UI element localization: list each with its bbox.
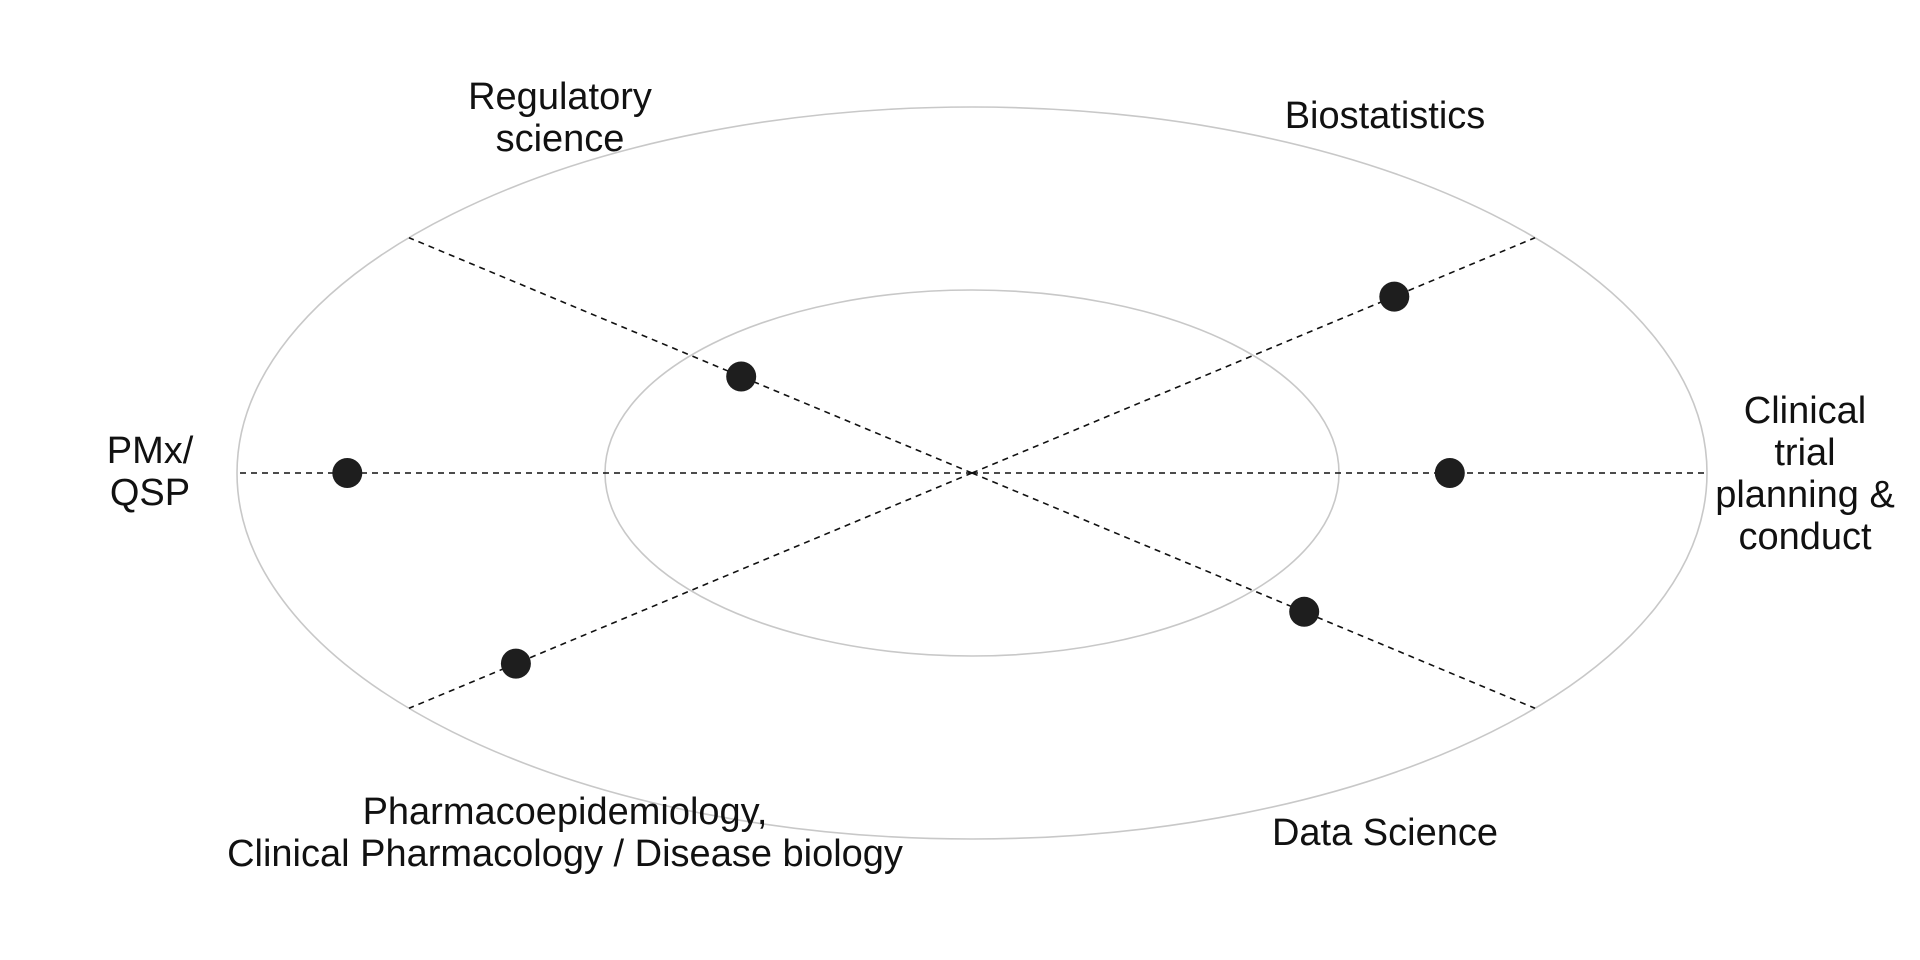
marker-pmx [332, 458, 363, 488]
axis-line-biostatistics [971, 236, 1536, 474]
marker-data-science [1289, 596, 1320, 627]
label-regulatory-science: Regulatory science [468, 76, 652, 160]
label-data-science: Data Science [1271, 812, 1498, 854]
marker-clinical-trial [1434, 458, 1465, 488]
marker-regulatory [726, 361, 757, 392]
marker-biostatistics [1379, 281, 1410, 312]
axis-lines [237, 236, 1707, 710]
label-biostatistics: Biostatistics [1284, 95, 1486, 137]
label-pharmacoepidemiology: Pharmacoepidemiology, Clinical Pharmacol… [227, 791, 903, 875]
axis-line-regulatory [408, 236, 973, 474]
axis-line-data-science [971, 472, 1536, 710]
level-markers [332, 281, 1465, 679]
label-clinical-trial-planning: Clinical trial planning & conduct [1715, 390, 1895, 558]
marker-pharmacoepi [500, 648, 531, 679]
outer-ring [236, 106, 1708, 840]
label-pmx-qsp: PMx/ QSP [106, 430, 194, 514]
